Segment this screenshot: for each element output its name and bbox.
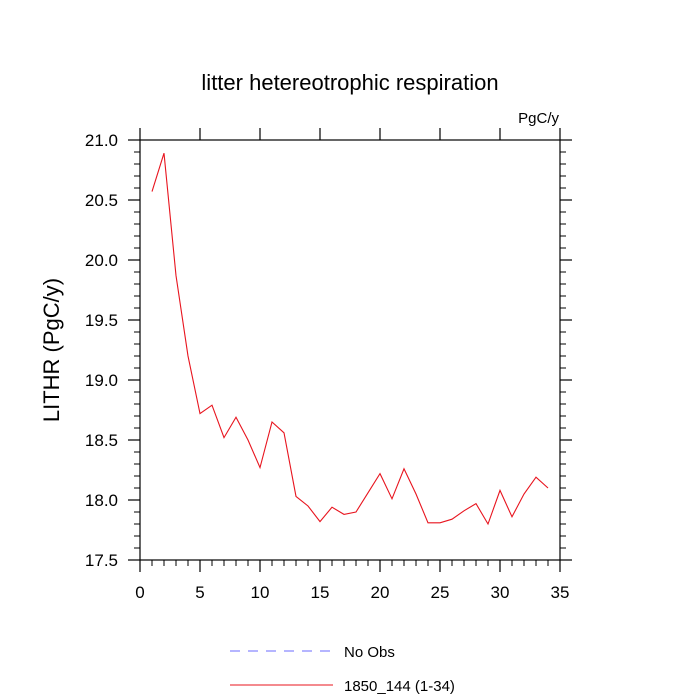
x-tick-label: 20 bbox=[371, 583, 390, 602]
x-tick-label: 15 bbox=[311, 583, 330, 602]
x-tick-label: 5 bbox=[195, 583, 204, 602]
y-tick-label: 20.0 bbox=[85, 251, 118, 270]
series-line bbox=[151, 153, 549, 526]
legend-label: No Obs bbox=[344, 644, 395, 661]
y-axis-label: LITHR (PgC/y) bbox=[39, 278, 64, 422]
y-tick-label: 19.5 bbox=[85, 311, 118, 330]
y-tick-label: 17.5 bbox=[85, 551, 118, 570]
chart-title: litter hetereotrophic respiration bbox=[201, 70, 498, 95]
x-tick-label: 35 bbox=[551, 583, 570, 602]
plot-frame bbox=[139, 139, 561, 561]
axis-tick-labels: 0 5 10 15 20 25 30 35 17.5 18.0 18.5 19.0 19.5 20.0 20… bbox=[85, 131, 570, 602]
x-tick-label: 30 bbox=[491, 583, 510, 602]
y-tick-label: 20.5 bbox=[85, 191, 118, 210]
y-tick-label: 19.0 bbox=[85, 371, 118, 390]
axis-ticks bbox=[128, 128, 572, 572]
series-group bbox=[151, 153, 549, 526]
units-label: PgC/y bbox=[518, 110, 559, 127]
y-tick-label: 18.5 bbox=[85, 431, 118, 450]
legend-label: 1850_144 (1-34) bbox=[344, 678, 455, 695]
legend: No Obs 1850_144 (1-34) bbox=[230, 644, 455, 695]
y-tick-label: 21.0 bbox=[85, 131, 118, 150]
x-tick-label: 0 bbox=[135, 583, 144, 602]
x-tick-label: 10 bbox=[251, 583, 270, 602]
x-tick-label: 25 bbox=[431, 583, 450, 602]
y-tick-label: 18.0 bbox=[85, 491, 118, 510]
